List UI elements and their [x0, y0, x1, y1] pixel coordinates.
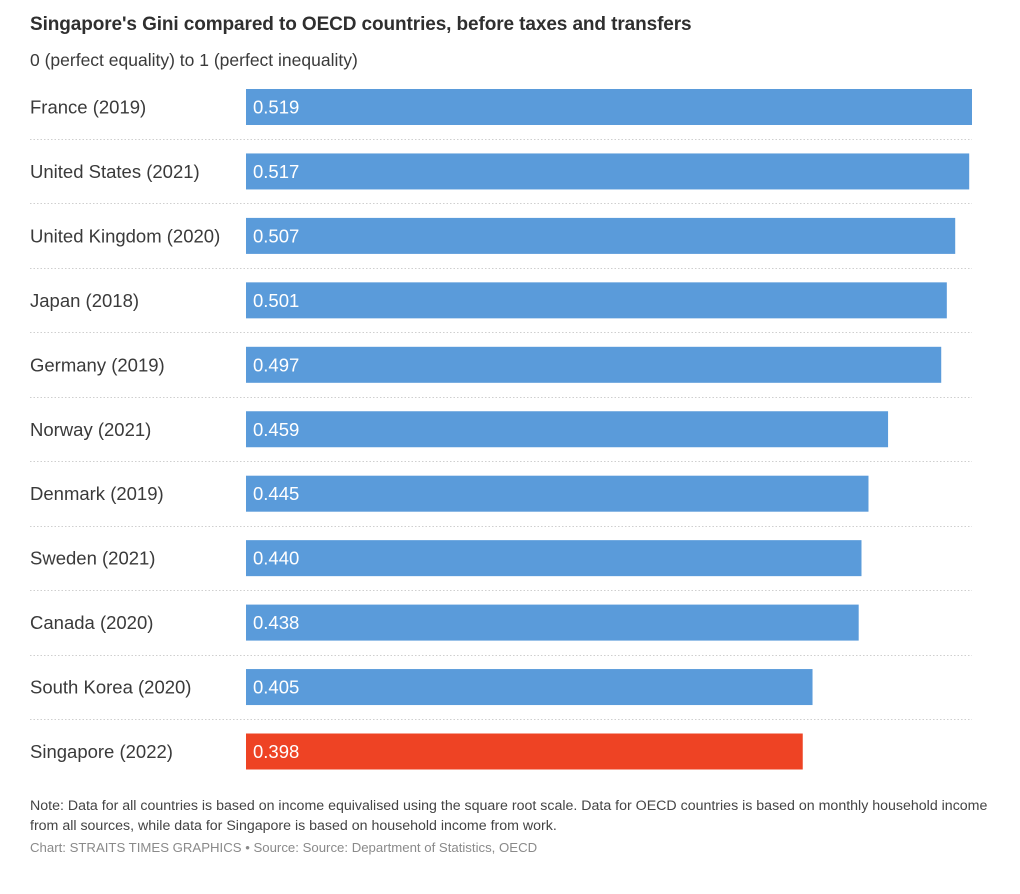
value-label: 0.405	[253, 677, 299, 698]
bar-highlight	[246, 733, 803, 770]
chart-title: Singapore's Gini compared to OECD countr…	[30, 14, 692, 35]
chart-credit: Chart: STRAITS TIMES GRAPHICS • Source: …	[30, 840, 538, 855]
category-label: France (2019)	[30, 97, 146, 118]
bar-row: France (2019) 0.519	[30, 89, 972, 140]
bar	[246, 346, 942, 383]
category-label: Canada (2020)	[30, 612, 153, 633]
category-label: United Kingdom (2020)	[30, 225, 220, 246]
value-label: 0.517	[253, 161, 299, 182]
bar-row: Denmark (2019) 0.445	[30, 475, 972, 527]
bar	[246, 153, 970, 190]
value-label: 0.501	[253, 290, 299, 311]
category-label: Japan (2018)	[30, 290, 139, 311]
category-label: South Korea (2020)	[30, 677, 191, 698]
bar-row: Norway (2021) 0.459	[30, 411, 972, 462]
value-label: 0.519	[253, 97, 299, 118]
value-label: 0.459	[253, 419, 299, 440]
bar-row: United Kingdom (2020) 0.507	[30, 217, 972, 269]
value-label: 0.507	[253, 225, 299, 246]
bar	[246, 604, 859, 641]
category-label: United States (2021)	[30, 161, 200, 182]
value-label: 0.497	[253, 354, 299, 375]
value-label: 0.440	[253, 548, 299, 569]
bar	[246, 475, 869, 512]
value-label: 0.398	[253, 741, 299, 762]
value-label: 0.438	[253, 612, 299, 633]
bar-row: South Korea (2020) 0.405	[30, 669, 972, 720]
value-label: 0.445	[253, 483, 299, 504]
chart-note: Note: Data for all countries is based on…	[30, 798, 988, 834]
bar-chart: France (2019) 0.519 United States (2021) 0.…	[30, 89, 972, 770]
bar-row: United States (2021) 0.517	[30, 153, 972, 204]
bar	[246, 411, 889, 448]
bar	[246, 217, 956, 254]
category-label: Singapore (2022)	[30, 741, 173, 762]
chart-subtitle: 0 (perfect equality) to 1 (perfect inequ…	[30, 50, 358, 70]
bar	[246, 282, 947, 319]
bar-row: Singapore (2022) 0.398	[30, 733, 803, 770]
bar	[246, 540, 862, 577]
bar-row: Sweden (2021) 0.440	[30, 540, 972, 591]
category-label: Denmark (2019)	[30, 483, 164, 504]
category-label: Germany (2019)	[30, 354, 165, 375]
bar	[246, 669, 813, 706]
category-label: Norway (2021)	[30, 419, 151, 440]
bar	[246, 89, 972, 125]
bar-row: Canada (2020) 0.438	[30, 604, 972, 656]
bar-row: Japan (2018) 0.501	[30, 282, 972, 333]
bar-row: Germany (2019) 0.497	[30, 346, 972, 398]
category-label: Sweden (2021)	[30, 548, 155, 569]
